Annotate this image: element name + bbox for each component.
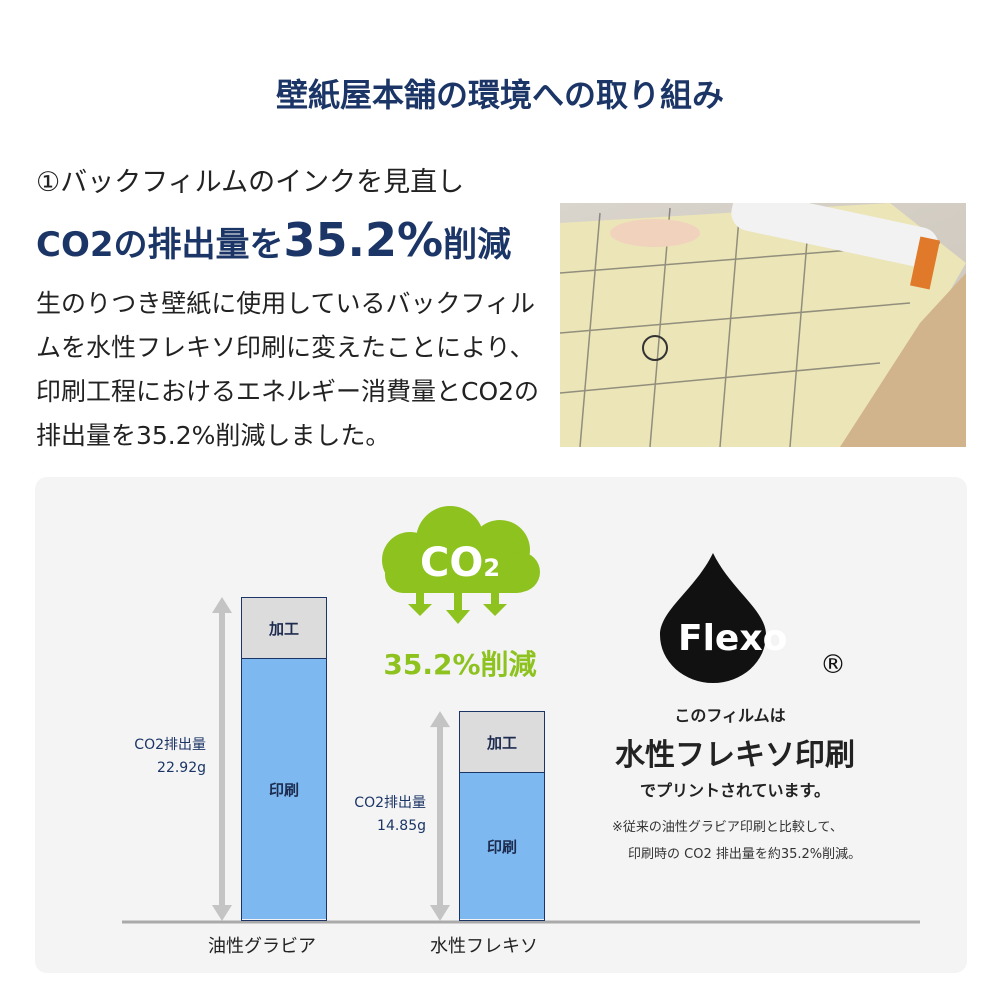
- page-title: 壁紙屋本舗の環境への取り組み: [275, 76, 724, 114]
- flexo-line1: このフィルムは: [674, 706, 786, 725]
- section-subtitle: ①バックフィルムのインクを見直し: [36, 167, 465, 198]
- total-label-flexo: CO2排出量 14.85g: [354, 795, 426, 834]
- stacked-bar: 加工 印刷: [459, 711, 545, 921]
- headline-post: 削減: [443, 225, 512, 265]
- co2-label: CO2: [419, 540, 501, 586]
- headline-value: 35.2%: [283, 213, 444, 267]
- bar-segment-print: 印刷: [460, 773, 544, 919]
- co2-cloud-icon: [382, 506, 540, 624]
- flexo-line3: でプリントされています。: [640, 781, 830, 800]
- total-label-gravure: CO2排出量 22.92g: [134, 737, 206, 776]
- bar-segment-process: 加工: [460, 712, 544, 774]
- description: 生のりつき壁紙に使用しているバックフィルムを水性フレキソ印刷に変えたことにより、…: [36, 289, 540, 450]
- stacked-bar: 加工 印刷: [241, 597, 327, 921]
- flexo-note1: ※従来の油性グラビア印刷と比較して、: [612, 820, 843, 835]
- category-label-gravure: 油性グラビア: [208, 936, 316, 957]
- flexo-note2: 印刷時の CO2 排出量を約35.2%削減。: [628, 847, 862, 862]
- down-arrow-icons: [408, 590, 507, 624]
- water-drop-icon: [660, 553, 766, 683]
- photo-illustration: [560, 203, 966, 447]
- reduction-label: 35.2%削減: [383, 648, 537, 681]
- bar-segment-print: 印刷: [242, 659, 326, 919]
- headline: CO2の排出量を35.2%削減: [36, 213, 511, 267]
- bar-segment-process: 加工: [242, 598, 326, 659]
- registered-mark: ®: [820, 650, 846, 680]
- flexo-line2: 水性フレキソ印刷: [615, 738, 855, 773]
- flexo-logo-text: Flexo: [678, 618, 788, 659]
- double-arrow-icon: [430, 711, 450, 921]
- backfilm-photo: [560, 203, 966, 447]
- category-label-flexo: 水性フレキソ: [430, 936, 538, 957]
- double-arrow-icon: [212, 597, 232, 921]
- headline-pre: CO2の排出量を: [36, 225, 284, 265]
